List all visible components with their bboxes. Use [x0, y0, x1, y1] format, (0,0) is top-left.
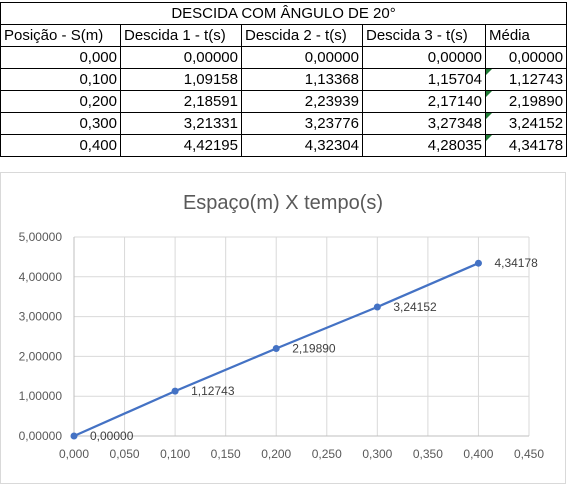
column-header[interactable]: Descida 3 - t(s): [362, 24, 486, 47]
data-point: [272, 344, 280, 352]
table-row: 0,100 1,09158 1,13368 1,15704 1,12743: [0, 68, 568, 91]
data-label: 4,34178: [494, 256, 538, 270]
table-cell[interactable]: 2,23939: [241, 90, 363, 113]
y-tick-label: 1,00000: [19, 389, 63, 403]
y-tick-label: 2,00000: [19, 349, 63, 363]
chart-title: Espaço(m) X tempo(s): [183, 192, 383, 214]
table-cell[interactable]: 4,28035: [362, 134, 486, 157]
x-tick-label: 0,450: [514, 447, 544, 461]
table-cell[interactable]: 0,400: [0, 134, 121, 157]
y-tick-label: 5,00000: [19, 230, 63, 244]
table-cell[interactable]: 0,300: [0, 112, 121, 135]
table-cell[interactable]: 3,23776: [241, 112, 363, 135]
table-cell[interactable]: 1,09158: [120, 68, 242, 91]
table-cell[interactable]: 0,200: [0, 90, 121, 113]
table-row: 0,400 4,42195 4,32304 4,28035 4,34178: [0, 134, 568, 157]
table-cell[interactable]: 1,12743: [484, 68, 568, 91]
data-point: [171, 387, 179, 395]
table-cell[interactable]: 1,13368: [241, 68, 363, 91]
x-tick-label: 0,400: [463, 447, 493, 461]
table-cell[interactable]: 0,00000: [484, 46, 568, 69]
data-point: [474, 259, 482, 267]
table-cell[interactable]: 4,34178: [484, 134, 568, 157]
x-tick-label: 0,000: [59, 447, 89, 461]
data-label: 0,00000: [90, 429, 134, 443]
chart-container[interactable]: Espaço(m) X tempo(s) 0,00000 1,00000 2,000…: [0, 172, 566, 484]
data-point: [373, 303, 381, 311]
x-tick-label: 0,100: [160, 447, 190, 461]
x-tick-label: 0,250: [312, 447, 342, 461]
series: 0,00000 1,12743 2,19890 3,24152 4,34178: [70, 256, 538, 443]
table-row: 0,000 0,00000 0,00000 0,00000 0,00000: [0, 46, 568, 69]
table-title: DESCIDA COM ÂNGULO DE 20°: [0, 2, 568, 25]
column-header[interactable]: Média: [484, 24, 568, 47]
table-row: 0,200 2,18591 2,23939 2,17140 2,19890: [0, 90, 568, 113]
data-point: [70, 432, 78, 440]
x-tick-label: 0,150: [211, 447, 241, 461]
table-cell[interactable]: 1,15704: [362, 68, 486, 91]
table-cell[interactable]: 0,00000: [362, 46, 486, 69]
header-row: Posição - S(m) Descida 1 - t(s) Descida 2 …: [0, 24, 568, 47]
data-table: DESCIDA COM ÂNGULO DE 20° Posição - S(m)…: [0, 2, 568, 157]
data-label: 2,19890: [292, 341, 336, 355]
title-row: DESCIDA COM ÂNGULO DE 20°: [0, 2, 568, 25]
column-header[interactable]: Posição - S(m): [0, 24, 121, 47]
axes: 0,00000 1,00000 2,00000 3,00000 4,00000 5,000…: [19, 230, 545, 461]
y-tick-label: 4,00000: [19, 270, 63, 284]
data-label: 3,24152: [393, 300, 437, 314]
table-cell[interactable]: 2,19890: [484, 90, 568, 113]
table-cell[interactable]: 4,32304: [241, 134, 363, 157]
table-cell[interactable]: 3,27348: [362, 112, 486, 135]
table-cell[interactable]: 2,18591: [120, 90, 242, 113]
table-cell[interactable]: 0,000: [0, 46, 121, 69]
table-cell[interactable]: 3,21331: [120, 112, 242, 135]
table-cell[interactable]: 4,42195: [120, 134, 242, 157]
gridlines: [74, 236, 530, 436]
y-tick-label: 3,00000: [19, 310, 63, 324]
y-tick-label: 0,00000: [19, 429, 63, 443]
x-tick-label: 0,200: [261, 447, 291, 461]
data-label: 1,12743: [191, 384, 235, 398]
table-row: 0,300 3,21331 3,23776 3,27348 3,24152: [0, 112, 568, 135]
table-cell[interactable]: 0,00000: [241, 46, 363, 69]
line-chart: Espaço(m) X tempo(s) 0,00000 1,00000 2,000…: [19, 192, 545, 461]
table-cell[interactable]: 0,100: [0, 68, 121, 91]
table-cell[interactable]: 2,17140: [362, 90, 486, 113]
table-cell[interactable]: 0,00000: [120, 46, 242, 69]
column-header[interactable]: Descida 1 - t(s): [120, 24, 242, 47]
table-cell[interactable]: 3,24152: [484, 112, 568, 135]
x-tick-label: 0,050: [110, 447, 140, 461]
x-tick-label: 0,350: [413, 447, 443, 461]
x-tick-label: 0,300: [362, 447, 392, 461]
column-header[interactable]: Descida 2 - t(s): [241, 24, 363, 47]
